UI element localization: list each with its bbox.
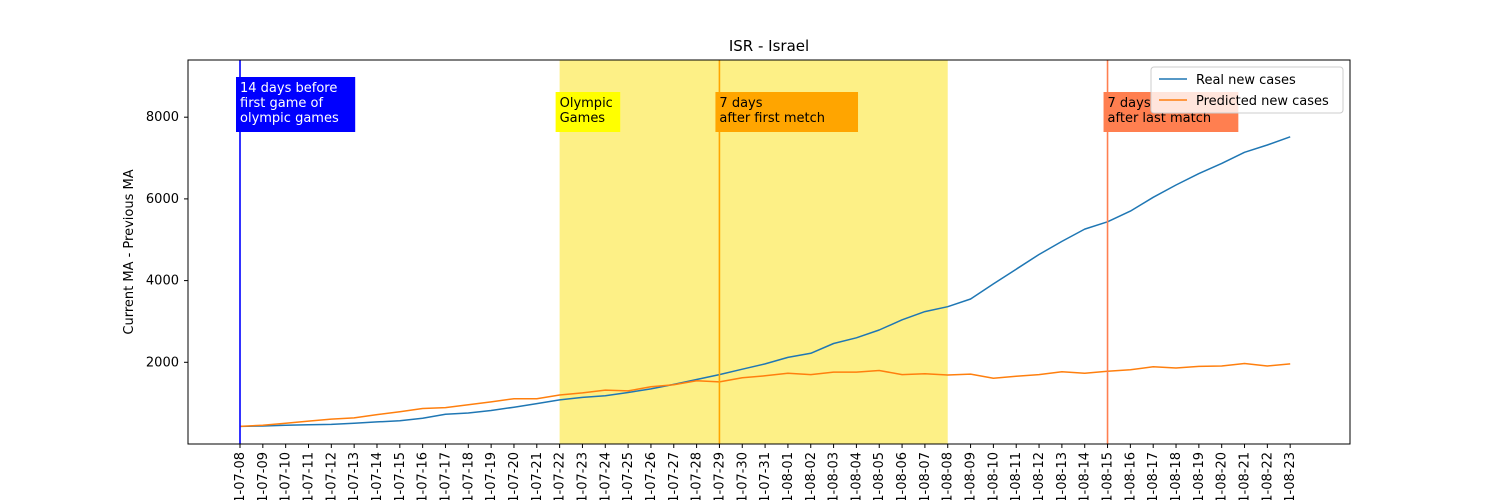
x-tick-label: 2021-08-23 [1283,452,1298,500]
x-tick-label: 2021-07-25 [621,452,636,500]
y-tick-label: 2000 [146,355,179,370]
x-tick-label: 2021-08-22 [1260,452,1275,500]
annotation-label-1-line: Olympic [560,96,613,111]
y-tick-label: 8000 [146,110,179,125]
x-tick-label: 2021-07-24 [598,452,613,500]
y-tick-label: 6000 [146,192,179,207]
x-tick-label: 2021-07-22 [553,452,568,500]
x-tick-label: 2021-07-27 [667,452,682,500]
x-tick-label: 2021-07-20 [507,452,522,500]
x-tick-label: 2021-07-31 [758,452,773,500]
y-axis-label: Current MA - Previous MA [122,169,137,334]
legend: Real new cases Predicted new cases [1151,67,1343,113]
vline-label-1-line: first game of [240,96,324,111]
x-tick-label: 2021-07-09 [256,452,271,500]
x-tick-label: 2021-08-12 [1032,452,1047,500]
legend-label-1: Real new cases [1196,73,1296,88]
x-tick-label: 2021-07-14 [370,452,385,500]
x-tick-label: 2021-08-20 [1215,452,1230,500]
chart-title: ISR - Israel [729,37,809,55]
x-tick-label: 2021-08-08 [941,452,956,500]
x-tick-label: 2021-07-08 [233,452,248,500]
x-tick-label: 2021-07-12 [324,452,339,500]
x-tick-label: 2021-07-19 [484,452,499,500]
x-tick-label: 2021-08-04 [849,452,864,500]
annotation-label-1-line: Games [560,111,606,126]
legend-label-2: Predicted new cases [1196,94,1329,109]
x-tick-label: 2021-08-06 [895,452,910,500]
x-tick-label: 2021-08-07 [918,452,933,500]
x-tick-label: 2021-08-14 [1078,452,1093,500]
x-tick-label: 2021-08-10 [986,452,1001,500]
x-tick-label: 2021-08-19 [1192,452,1207,500]
x-tick-label: 2021-08-15 [1101,452,1116,500]
vline-label-1-line: 14 days before [240,81,337,96]
x-tick-label: 2021-08-13 [1055,452,1070,500]
x-tick-label: 2021-08-17 [1146,452,1161,500]
x-tick-label: 2021-08-11 [1009,452,1024,500]
vline-label-2-line: 7 days [719,96,762,111]
x-tick-label: 2021-07-15 [393,452,408,500]
x-tick-label: 2021-08-02 [804,452,819,500]
x-tick-label: 2021-07-26 [644,452,659,500]
x-tick-label: 2021-07-16 [416,452,431,500]
x-tick-label: 2021-07-28 [690,452,705,500]
x-tick-label: 2021-07-18 [461,452,476,500]
x-tick-label: 2021-07-17 [438,452,453,500]
x-tick-label: 2021-08-21 [1238,452,1253,500]
x-tick-label: 2021-08-09 [964,452,979,500]
x-tick-label: 2021-07-10 [279,452,294,500]
x-tick-label: 2021-07-11 [301,452,316,500]
vline-label-3-line: 7 days [1108,96,1151,111]
y-tick-label: 4000 [146,274,179,289]
x-tick-label: 2021-07-29 [712,452,727,500]
x-tick-label: 2021-07-23 [575,452,590,500]
x-tick-label: 2021-08-18 [1169,452,1184,500]
x-tick-label: 2021-07-21 [530,452,545,500]
vline-label-2-line: after first metch [719,111,825,126]
x-tick-label: 2021-07-30 [735,452,750,500]
x-tick-label: 2021-07-13 [347,452,362,500]
x-tick-label: 2021-08-03 [827,452,842,500]
x-tick-label: 2021-08-16 [1123,452,1138,500]
x-tick-label: 2021-08-01 [781,452,796,500]
x-tick-label: 2021-08-05 [872,452,887,500]
vline-label-1-line: olympic games [240,111,339,126]
